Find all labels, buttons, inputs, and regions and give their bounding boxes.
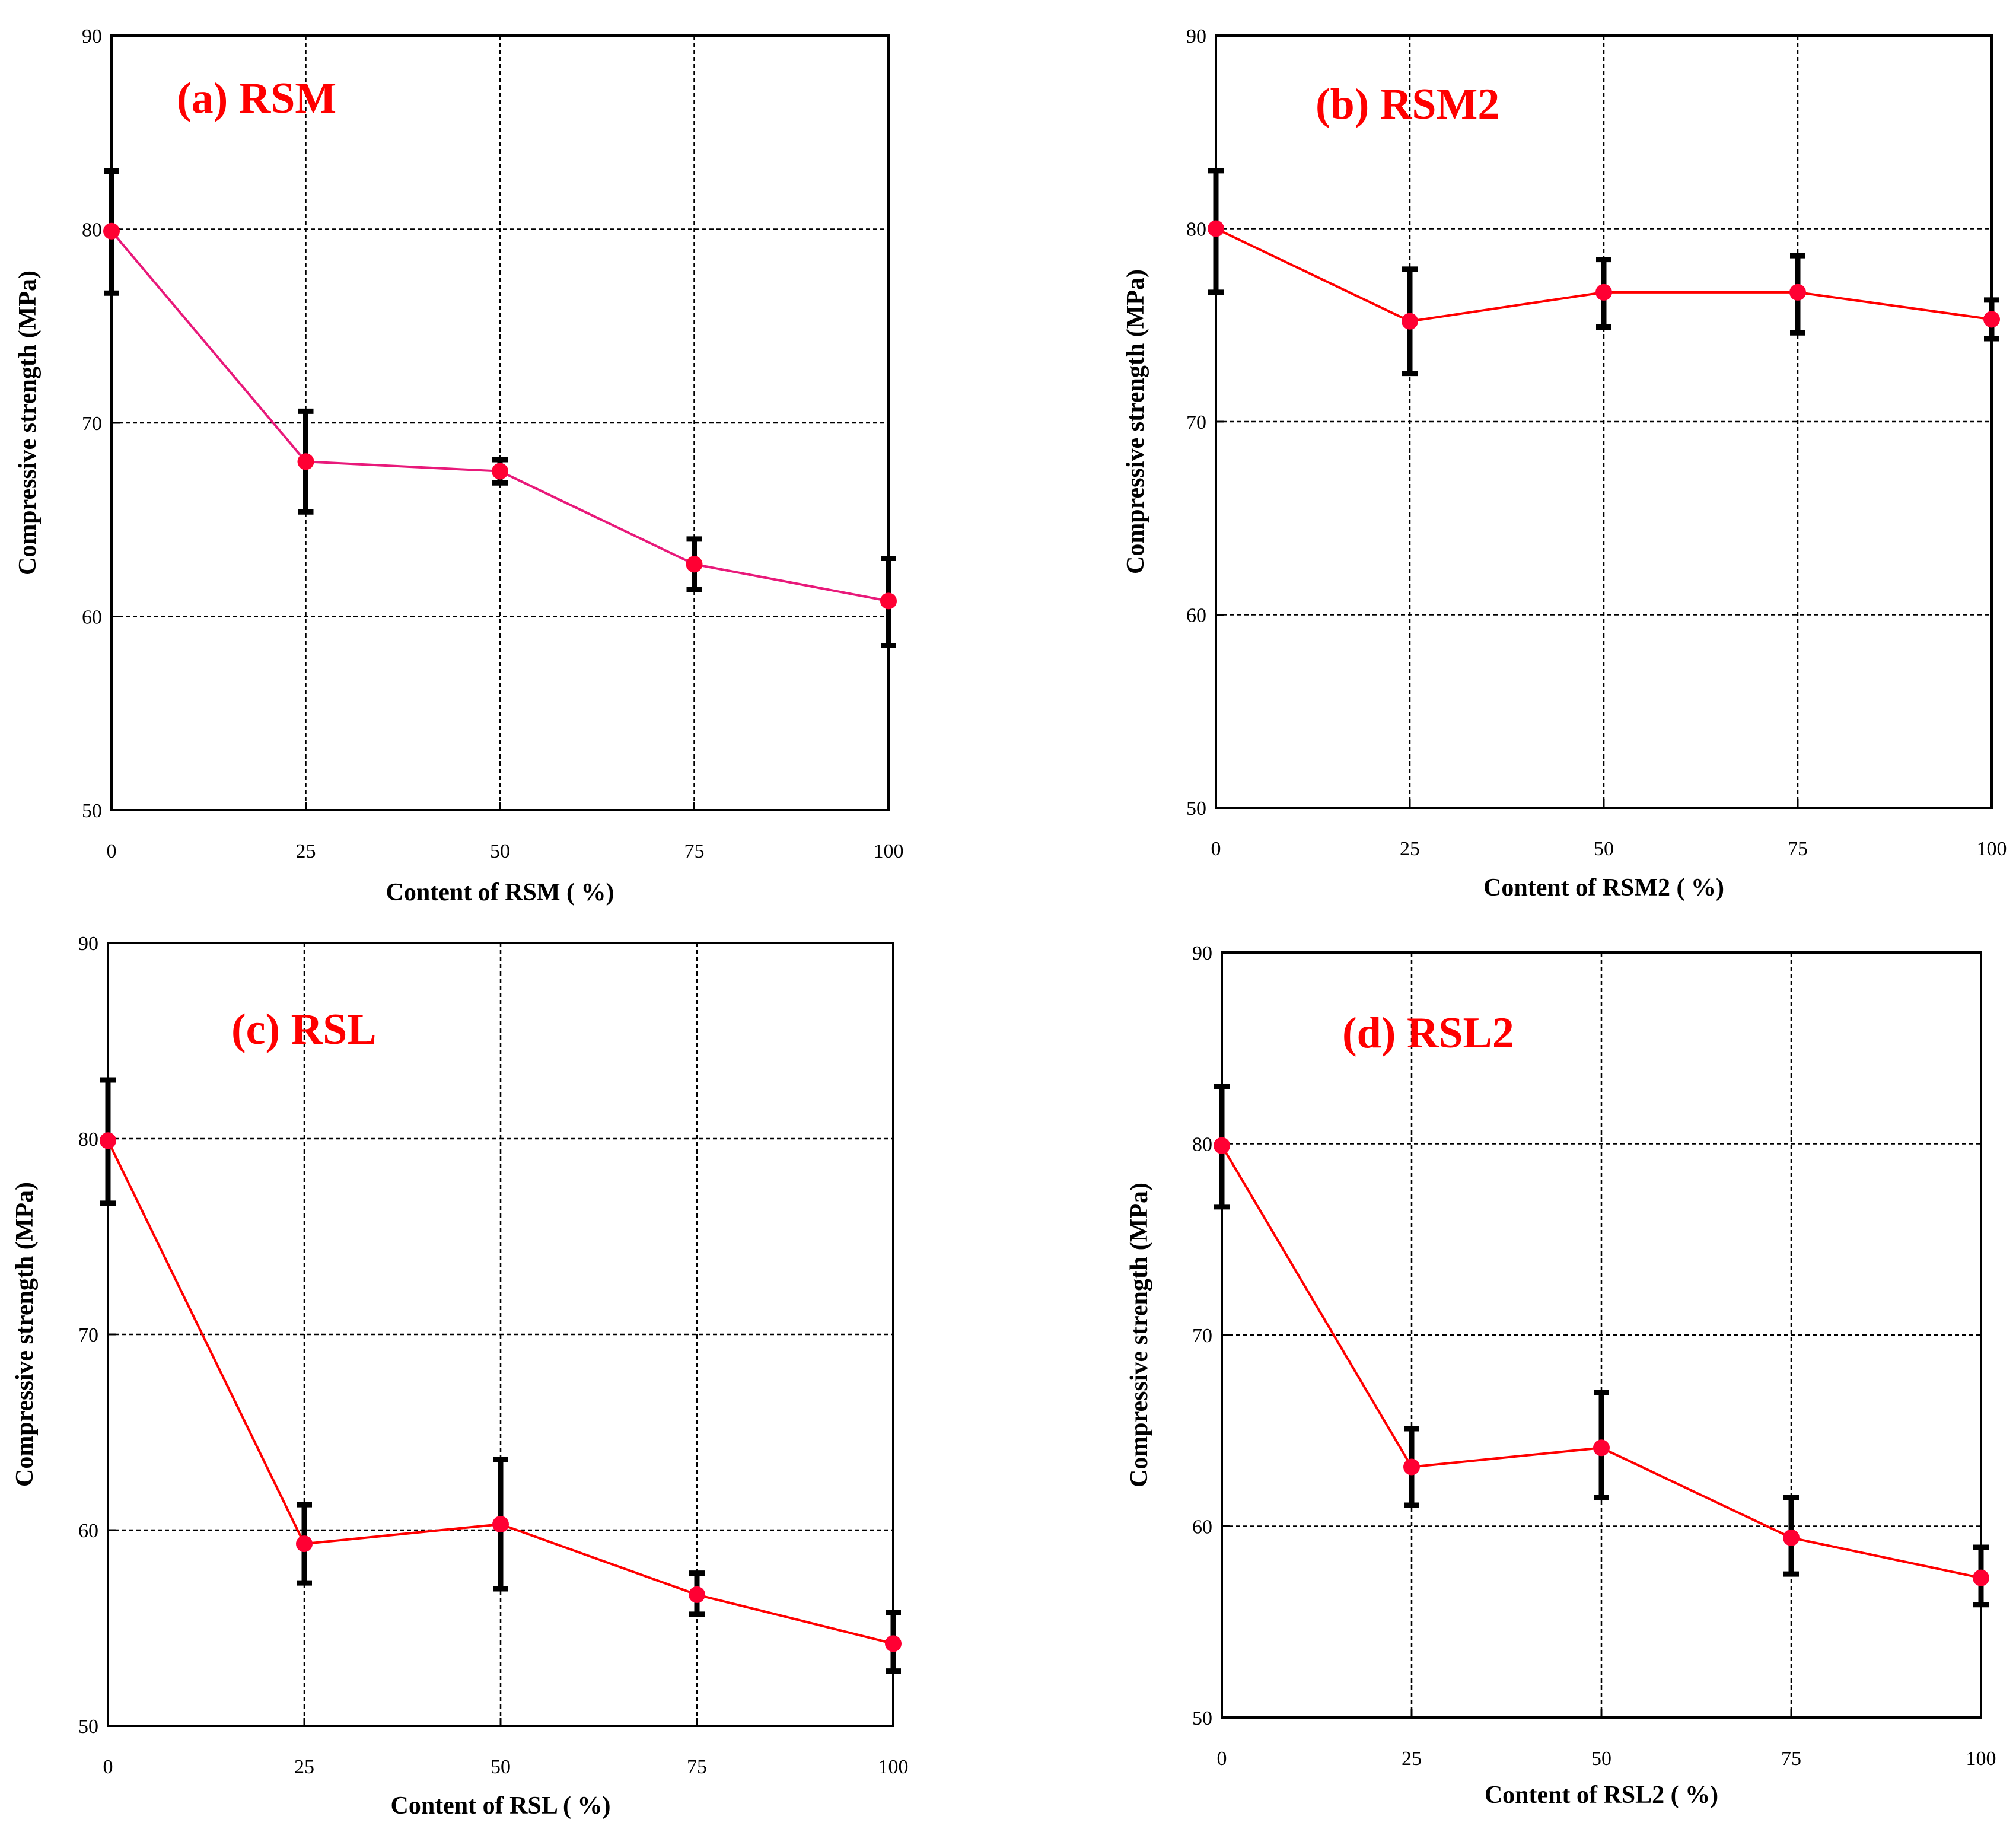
panel-title: (d) RSL2	[1342, 1009, 1514, 1057]
panel-title: (a) RSM	[177, 74, 336, 123]
x-tick-label: 25	[1400, 838, 1420, 860]
y-tick-label: 80	[78, 1129, 98, 1151]
data-point	[880, 592, 897, 610]
data-point	[297, 453, 314, 470]
x-tick-label: 50	[1594, 838, 1614, 860]
x-tick-label: 0	[1217, 1748, 1227, 1770]
data-point	[1595, 283, 1612, 301]
data-point	[296, 1535, 313, 1553]
data-point	[1214, 1137, 1230, 1154]
x-axis-label: Content of RSL2 ( %)	[1485, 1782, 1718, 1809]
x-tick-label: 25	[296, 840, 316, 862]
x-tick-label: 100	[1966, 1748, 1996, 1770]
y-axis-label: Compressive strength (MPa)	[1122, 269, 1149, 574]
data-point	[1593, 1439, 1610, 1457]
data-point	[1208, 220, 1224, 237]
y-tick-label: 70	[1186, 412, 1206, 434]
data-point	[885, 1635, 902, 1652]
x-tick-label: 25	[1402, 1748, 1422, 1770]
data-point	[1789, 283, 1806, 301]
x-tick-label: 0	[103, 1756, 113, 1778]
x-axis-label: Content of RSL ( %)	[390, 1792, 610, 1820]
y-tick-label: 60	[82, 607, 102, 629]
x-tick-label: 100	[1977, 838, 2007, 860]
data-point	[1973, 1569, 1989, 1586]
x-tick-label: 75	[687, 1756, 707, 1778]
data-point	[1403, 1458, 1420, 1476]
data-point	[103, 222, 120, 240]
y-tick-label: 80	[1186, 219, 1206, 241]
x-tick-label: 0	[107, 840, 117, 862]
data-point	[100, 1132, 116, 1149]
x-tick-label: 50	[491, 1756, 511, 1778]
chart-panel-c: 50 60 70 80 90 0 25 50 75 100 Content of RSL ( %) C…	[11, 933, 909, 1820]
data-point	[686, 556, 703, 573]
y-axis-label: Compressive strength (MPa)	[1126, 1183, 1153, 1487]
y-tick-label: 90	[1186, 26, 1206, 47]
y-axis-label: Compressive strength (MPa)	[14, 270, 42, 575]
x-tick-label: 25	[294, 1756, 314, 1778]
y-axis-label: Compressive strength (MPa)	[11, 1182, 39, 1487]
x-tick-label: 0	[1211, 838, 1221, 860]
data-point	[1402, 313, 1418, 330]
y-tick-label: 50	[1186, 798, 1206, 820]
y-tick-label: 70	[1192, 1325, 1212, 1347]
y-tick-label: 60	[1192, 1516, 1212, 1538]
chart-panel-a: 50 60 70 80 90 0 25 50 75 100 Content of RSM ( %) C…	[14, 26, 904, 906]
x-tick-label: 75	[1788, 838, 1808, 860]
y-tick-label: 90	[82, 26, 102, 47]
x-axis-label: Content of RSM2 ( %)	[1483, 874, 1724, 901]
panel-title: (b) RSM2	[1316, 80, 1499, 129]
y-tick-label: 70	[78, 1324, 98, 1346]
x-tick-label: 75	[1781, 1748, 1801, 1770]
y-tick-label: 80	[1192, 1134, 1212, 1156]
y-tick-label: 50	[78, 1716, 98, 1738]
data-point	[492, 1516, 509, 1533]
x-tick-label: 75	[684, 840, 705, 862]
x-tick-label: 100	[878, 1756, 909, 1778]
y-tick-label: 80	[82, 219, 102, 241]
y-tick-label: 90	[78, 933, 98, 955]
y-tick-label: 90	[1192, 942, 1212, 964]
data-point	[689, 1586, 705, 1603]
x-tick-label: 50	[1591, 1748, 1611, 1770]
y-tick-label: 60	[1186, 605, 1206, 627]
data-point	[1783, 1529, 1800, 1546]
x-tick-label: 100	[874, 840, 904, 862]
data-point	[492, 463, 508, 480]
y-tick-label: 50	[82, 800, 102, 822]
panel-title: (c) RSL	[231, 1005, 377, 1054]
chart-panel-d: 50 60 70 80 90 0 25 50 75 100 Content of RSL2 ( %)…	[1126, 942, 1996, 1809]
x-tick-label: 50	[490, 840, 510, 862]
y-tick-label: 60	[78, 1520, 98, 1542]
data-point	[1983, 311, 2000, 328]
chart-panel-b: 50 60 70 80 90 0 25 50 75 100 Content of RSM2 ( %)…	[1122, 26, 2007, 901]
x-axis-label: Content of RSM ( %)	[386, 879, 614, 906]
y-tick-label: 70	[82, 413, 102, 435]
y-tick-label: 50	[1192, 1707, 1212, 1729]
